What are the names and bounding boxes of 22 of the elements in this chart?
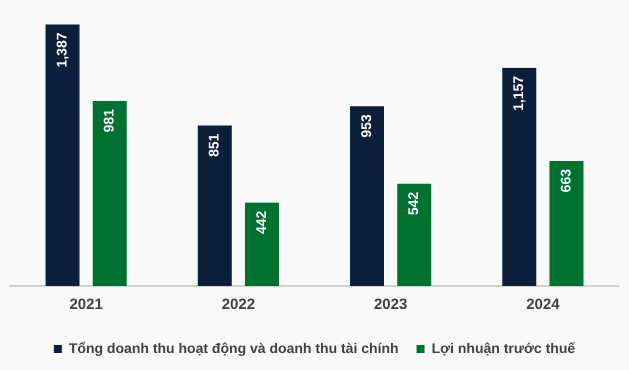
bar	[350, 106, 384, 286]
x-tick-label: 2022	[222, 296, 256, 314]
bar	[198, 126, 232, 286]
data-label: 1,157	[510, 76, 526, 111]
data-label: 542	[405, 192, 422, 216]
legend-label: Lợi nhuận trước thuế	[432, 340, 576, 356]
data-label: 1,387	[53, 32, 70, 68]
data-label: 981	[100, 108, 117, 132]
bar	[46, 24, 80, 286]
bar	[244, 202, 279, 286]
legend-label: Tổng doanh thu hoạt động và doanh thu tài chính	[68, 340, 399, 356]
data-label: 442	[252, 210, 269, 234]
bar	[502, 68, 536, 286]
x-tick-label: 2023	[374, 296, 408, 314]
bar	[92, 101, 127, 286]
bar	[397, 184, 432, 286]
data-label: 851	[206, 133, 222, 157]
x-tick-label: 2024	[526, 296, 560, 314]
data-label: 663	[557, 168, 574, 192]
x-tick-label: 2021	[69, 296, 103, 314]
data-label: 953	[358, 114, 374, 138]
bar	[549, 160, 584, 286]
